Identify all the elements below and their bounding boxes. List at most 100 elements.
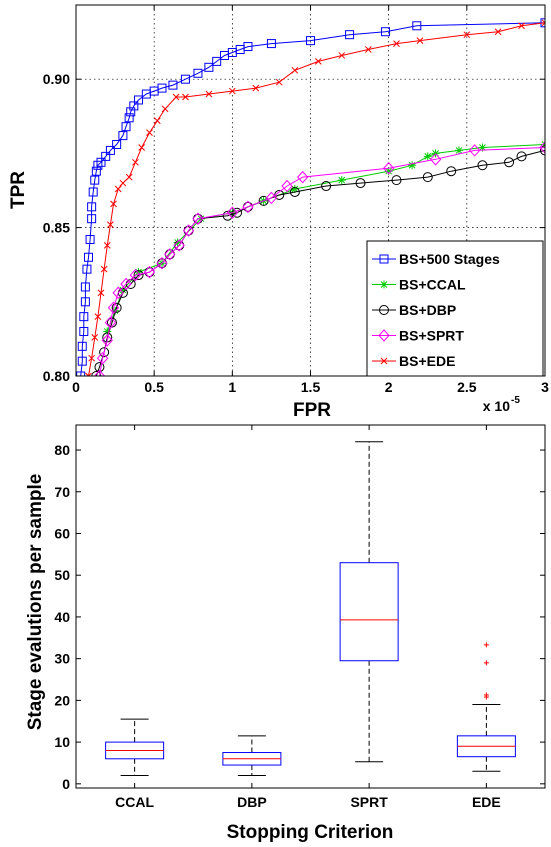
box-y-axis-label: Stage evalutions per sample (25, 474, 46, 731)
legend-marker (380, 357, 388, 365)
box-y-tick-label: 20 (54, 692, 70, 708)
legend-marker (378, 329, 390, 342)
roc-data-point (93, 160, 103, 170)
legend-marker (379, 254, 389, 264)
roc-data-point (146, 129, 153, 136)
roc-data-point (157, 83, 167, 93)
roc-legend: BS+500 Stages BS+CCAL BS+DBP BS+SPRT BS+EDE (366, 240, 544, 377)
roc-x-tick-label: 2 (385, 379, 393, 395)
svg-text:x 10: x 10 (483, 398, 510, 414)
roc-data-point (143, 265, 156, 279)
roc-data-point (133, 270, 144, 281)
roc-data-point (416, 37, 424, 44)
roc-ticks: 0 0.5 1 1.5 2 2.5 3 0.80 0.85 0.90 (43, 5, 549, 395)
roc-data-point (516, 151, 527, 162)
roc-data-point (112, 139, 122, 149)
roc-data-point (382, 161, 395, 175)
roc-data-point (408, 161, 417, 170)
roc-x-tick-label: 0 (72, 379, 80, 395)
roc-data-point (321, 181, 332, 192)
box-sprt (339, 441, 399, 763)
roc-data-point (478, 143, 487, 152)
roc-x-exponent: x 10 -5 (483, 395, 521, 414)
box-plot-frame (75, 424, 546, 789)
roc-data-point (129, 268, 142, 282)
roc-data-point (153, 117, 161, 125)
roc-data-point (111, 302, 122, 313)
roc-series-bs-ede (85, 19, 545, 376)
roc-data-point (243, 42, 253, 52)
roc-data-point (468, 144, 481, 157)
roc-data-point (393, 40, 400, 47)
box-y-tick-label: 50 (54, 567, 70, 583)
roc-data-point (99, 347, 110, 358)
roc-data-point (345, 30, 355, 40)
roc-data-point (172, 93, 180, 101)
roc-data-point (114, 185, 122, 193)
roc-data-point (80, 282, 90, 292)
roc-data-point (87, 202, 97, 212)
roc-data-point (84, 252, 94, 262)
roc-data-point (110, 200, 117, 208)
roc-data-point (226, 206, 239, 220)
box-x-axis-label: Stopping Criterion (227, 822, 394, 843)
roc-y-tick-label: 0.80 (43, 368, 70, 384)
roc-data-point (504, 157, 515, 168)
roc-data-point (88, 187, 98, 197)
roc-data-point (79, 312, 89, 322)
roc-x-axis-label: FPR (293, 400, 331, 421)
roc-data-point (391, 175, 402, 186)
legend-entry-label: BS+DBP (399, 302, 456, 318)
box-outlier (483, 642, 489, 648)
roc-data-point (275, 78, 283, 86)
roc-data-point (381, 27, 391, 37)
roc-data-point (422, 172, 433, 183)
roc-data-point (129, 101, 139, 111)
roc-data-point (121, 122, 131, 132)
roc-data-point (79, 326, 89, 336)
roc-data-point (80, 297, 90, 307)
box-x-tick-label: CCAL (115, 794, 154, 810)
roc-data-point (107, 221, 114, 228)
box-ticks: 0 10 20 30 40 50 60 70 80 CCAL DBP SPRT EDE (54, 425, 545, 810)
roc-data-point (85, 372, 92, 376)
box-series (105, 441, 516, 776)
roc-data-point (291, 66, 299, 74)
roc-y-tick-label: 0.85 (43, 220, 70, 236)
roc-data-point (85, 234, 95, 244)
roc-data-point (205, 90, 213, 98)
roc-data-point (266, 39, 276, 49)
box-x-tick-label: DBP (237, 794, 267, 810)
roc-data-point (412, 21, 422, 31)
roc-data-point (384, 167, 393, 176)
box-y-tick-label: 70 (54, 484, 70, 500)
roc-data-point (446, 166, 457, 177)
roc-data-point (193, 68, 203, 78)
box-y-tick-label: 0 (62, 776, 70, 792)
roc-data-point (297, 170, 309, 184)
box-x-tick-label: SPRT (350, 794, 388, 810)
roc-data-point (119, 179, 127, 187)
roc-data-point (156, 256, 168, 270)
legend-entry-label: BS+500 Stages (399, 251, 500, 267)
roc-data-point (126, 107, 136, 117)
roc-data-point (103, 242, 111, 249)
roc-data-point (77, 341, 87, 351)
roc-data-point (103, 327, 112, 336)
roc-data-point (540, 145, 545, 156)
roc-data-point (539, 141, 545, 154)
roc-data-point (105, 145, 115, 155)
roc-data-point (101, 334, 113, 347)
roc-data-point (76, 371, 86, 376)
roc-series (76, 18, 545, 376)
roc-plot: 0 0.5 1 1.5 2 2.5 3 0.80 0.85 0.90 FPR TPR x 10 -… (8, 4, 549, 421)
roc-data-point (518, 22, 525, 30)
box-ede (456, 642, 516, 772)
roc-data-point (212, 56, 222, 66)
roc-data-point (118, 131, 128, 141)
box-outlier (483, 692, 489, 698)
roc-data-point (314, 58, 322, 65)
roc-data-point (355, 178, 366, 189)
box-y-tick-label: 60 (54, 525, 70, 541)
